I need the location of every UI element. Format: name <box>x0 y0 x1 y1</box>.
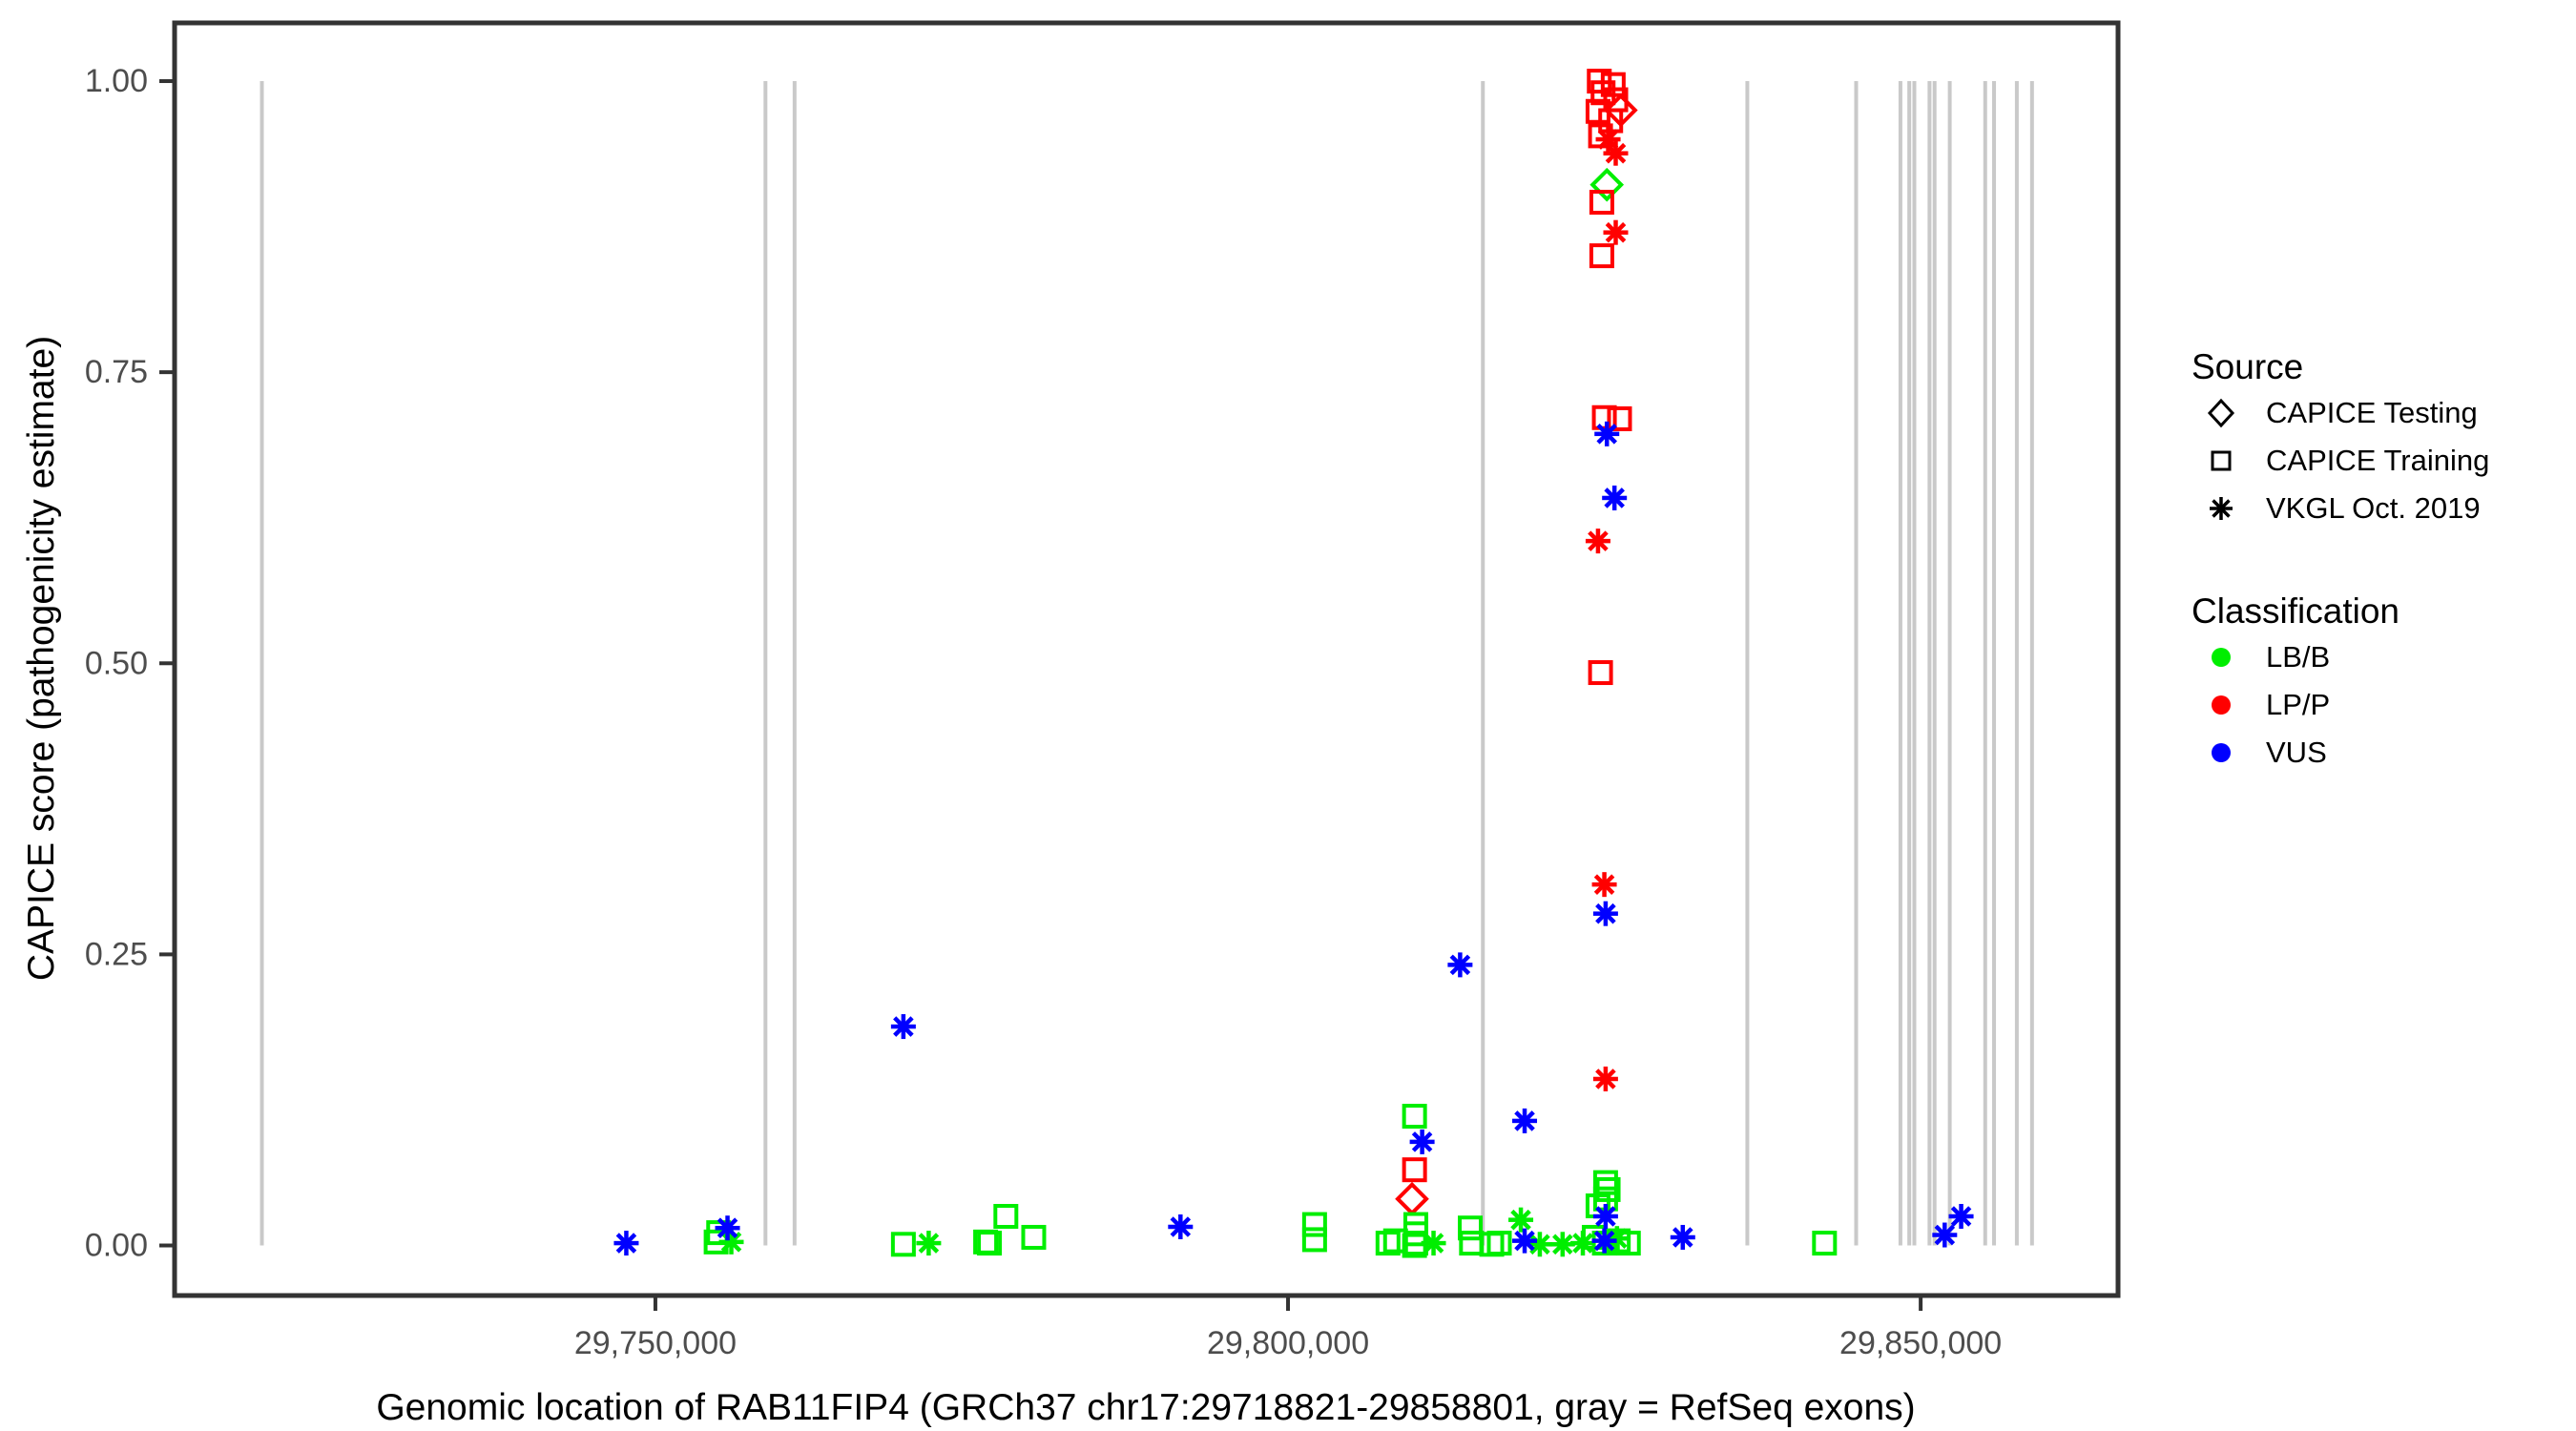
legend-item-lpp: LP/P <box>2192 681 2489 729</box>
legend-item-label: VKGL Oct. 2019 <box>2266 491 2481 525</box>
x-axis-title: Genomic location of RAB11FIP4 (GRCh37 ch… <box>376 1387 1916 1428</box>
y-axis-title: CAPICE score (pathogenicity estimate) <box>21 335 62 982</box>
data-point-square <box>1402 1157 1427 1183</box>
data-point-square <box>1589 243 1614 269</box>
data-point-asterisk <box>1409 1129 1435 1154</box>
data-point-asterisk <box>1603 140 1629 166</box>
data-point-asterisk <box>1594 421 1620 446</box>
data-point-square <box>1402 1104 1427 1130</box>
data-point-square <box>1301 1227 1327 1253</box>
x-tick-label: 29,850,000 <box>1839 1325 2002 1361</box>
legend-item-label: CAPICE Testing <box>2266 396 2478 429</box>
legend-item-label: LP/P <box>2266 688 2331 721</box>
data-point-square <box>1458 1215 1483 1241</box>
data-point-asterisk <box>1585 529 1610 554</box>
asterisk-icon <box>2192 487 2251 529</box>
data-point-asterisk <box>1512 1228 1538 1254</box>
data-point-asterisk <box>1592 1204 1618 1230</box>
data-point-square <box>1301 1212 1327 1237</box>
y-tick-label: 0.75 <box>85 354 148 390</box>
data-point-square <box>993 1204 1019 1230</box>
data-point-asterisk <box>1447 952 1473 978</box>
data-point-asterisk <box>1591 872 1617 898</box>
data-point-square <box>1590 80 1616 106</box>
data-point-asterisk <box>1168 1213 1194 1239</box>
lpp-dot-icon <box>2192 684 2251 726</box>
legend-classification-title: Classification <box>2192 591 2399 631</box>
legend-gap <box>2192 532 2489 590</box>
data-point-asterisk <box>916 1231 942 1256</box>
x-tick-label: 29,800,000 <box>1207 1325 1369 1361</box>
data-point-square <box>1607 405 1632 431</box>
legend-item-capice-testing: CAPICE Testing <box>2192 389 2489 437</box>
diamond-icon <box>2192 392 2251 434</box>
legend: Source CAPICE Testing CAPICE Training VK… <box>2192 345 2489 777</box>
legend-item-vus: VUS <box>2192 729 2489 777</box>
data-point-square <box>1021 1224 1047 1250</box>
data-point-asterisk <box>1932 1222 1958 1248</box>
legend-item-capice-training: CAPICE Training <box>2192 437 2489 485</box>
data-point-diamond <box>1395 1181 1429 1216</box>
y-tick-label: 0.25 <box>85 936 148 972</box>
data-point-diamond <box>1589 167 1625 202</box>
data-point-square <box>1402 1233 1427 1258</box>
data-point-square <box>1589 189 1614 215</box>
lbb-dot-icon <box>2192 636 2251 678</box>
legend-source-title: Source <box>2192 347 2304 386</box>
data-point-asterisk <box>1592 1066 1618 1091</box>
data-point-square <box>1588 660 1613 686</box>
data-point-asterisk <box>1508 1207 1534 1233</box>
legend-item-label: LB/B <box>2266 640 2331 674</box>
data-point-asterisk <box>1421 1231 1446 1256</box>
data-point-asterisk <box>1591 1228 1617 1254</box>
data-point-asterisk <box>715 1215 740 1241</box>
data-point-square <box>1486 1231 1512 1256</box>
data-point-square <box>1591 404 1617 430</box>
square-icon <box>2192 440 2251 482</box>
data-point-asterisk <box>1948 1204 1974 1230</box>
vus-dot-icon <box>2192 732 2251 774</box>
data-point-asterisk <box>1603 219 1629 245</box>
data-point-asterisk <box>1670 1224 1695 1250</box>
data-point-asterisk <box>718 1229 744 1255</box>
data-point-asterisk <box>1602 485 1628 510</box>
data-point-square <box>890 1232 916 1257</box>
data-point-square <box>1592 1170 1618 1195</box>
y-tick-label: 1.00 <box>85 63 148 99</box>
legend-item-vkgl: VKGL Oct. 2019 <box>2192 485 2489 532</box>
legend-item-lbb: LB/B <box>2192 633 2489 681</box>
plot-panel-border <box>172 20 2121 1298</box>
legend-item-label: VUS <box>2266 736 2327 769</box>
y-tick-label: 0.00 <box>85 1228 148 1264</box>
x-tick-label: 29,750,000 <box>574 1325 737 1361</box>
data-point-square <box>1375 1231 1401 1256</box>
legend-item-label: CAPICE Training <box>2266 444 2490 477</box>
y-tick-label: 0.50 <box>85 645 148 681</box>
data-point-square <box>1812 1231 1838 1256</box>
data-point-asterisk <box>1570 1231 1596 1256</box>
data-point-square <box>977 1231 1003 1256</box>
data-point-asterisk <box>890 1014 916 1040</box>
data-point-asterisk <box>613 1231 639 1256</box>
data-point-asterisk <box>1512 1108 1538 1133</box>
data-point-asterisk <box>1592 901 1618 926</box>
